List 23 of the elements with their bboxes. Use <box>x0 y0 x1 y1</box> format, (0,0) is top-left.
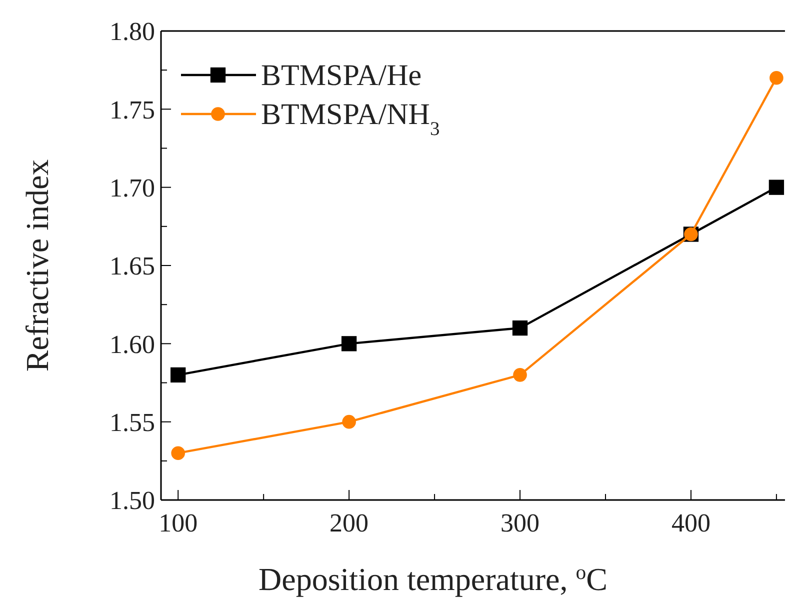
legend-label: BTMSPA/He <box>261 59 422 92</box>
x-tick-label: 100 <box>158 508 198 538</box>
point <box>342 414 356 429</box>
point <box>768 180 784 195</box>
y-axis-title: Refractive index <box>19 159 55 372</box>
legend-label: BTMSPA/NH$_{3}$ <box>261 98 440 140</box>
point <box>512 320 528 336</box>
x-axis-title: Deposition temperature, $^{o}$C <box>258 560 608 597</box>
y-tick-label: 1.60 <box>110 330 155 359</box>
y-tick-label: 1.55 <box>110 408 155 437</box>
point <box>341 336 357 352</box>
y-tick-label: 1.75 <box>110 95 155 124</box>
point <box>770 71 784 85</box>
point <box>170 367 186 383</box>
y-tick-label: 1.80 <box>110 17 155 46</box>
y-tick-label: 1.65 <box>110 252 155 281</box>
x-tick-label: 300 <box>500 508 540 538</box>
y-tick-label: 1.70 <box>110 173 155 202</box>
point <box>171 446 186 460</box>
x-tick-label: 400 <box>671 508 710 538</box>
text: 1.50 <box>110 486 155 516</box>
point <box>513 368 527 382</box>
x-tick-label: 200 <box>330 508 369 538</box>
